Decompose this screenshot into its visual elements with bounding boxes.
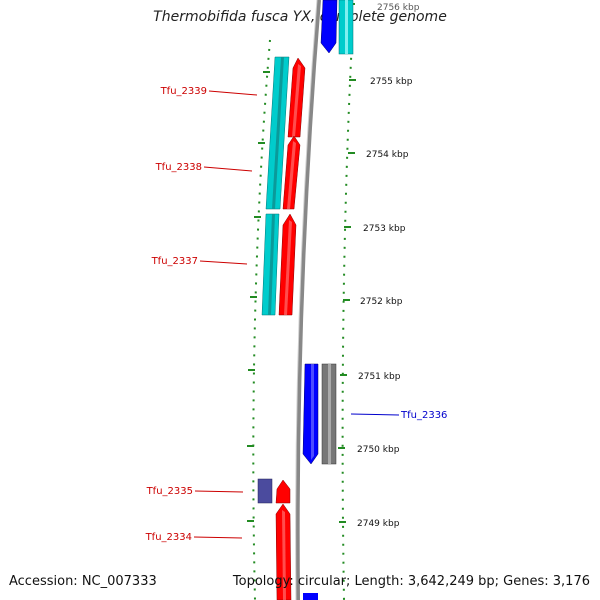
scale-tick-label: 2751 kbp xyxy=(358,372,401,382)
feature-blue-2336[interactable] xyxy=(302,363,319,465)
inner-ring xyxy=(252,39,271,600)
feature-top-blue[interactable] xyxy=(320,0,338,54)
scale-tick-label: 2755 kbp xyxy=(370,77,413,87)
leader-line-tfu-2337 xyxy=(199,260,248,265)
leader-line-tfu-2334 xyxy=(193,536,243,539)
gene-label-tfu-2336[interactable]: Tfu_2336 xyxy=(400,410,447,421)
scale-tick-label: 2753 kbp xyxy=(363,224,406,234)
scale-tick-label: 2756 kbp xyxy=(377,3,420,13)
genome-title: Thermobifida fusca YX, complete genome xyxy=(153,9,447,25)
topology-text: Topology: circular; Length: 3,642,249 bp… xyxy=(232,574,590,589)
scale-tick-label: 2750 kbp xyxy=(357,445,400,455)
genome-backbone-highlight xyxy=(295,0,318,600)
outer-ring xyxy=(341,39,353,600)
leader-line-tfu-2336 xyxy=(350,413,400,416)
leader-line-tfu-2338 xyxy=(203,166,253,172)
scale-tick-label: 2752 kbp xyxy=(360,297,403,307)
gene-label-tfu-2338[interactable]: Tfu_2338 xyxy=(155,162,202,173)
gene-label-tfu-2334[interactable]: Tfu_2334 xyxy=(145,532,192,543)
accession-text: Accession: NC_007333 xyxy=(9,574,157,589)
feature-bottom-blue[interactable] xyxy=(303,593,318,600)
leader-line-tfu-2339 xyxy=(208,90,258,96)
scale-tick-label: 2749 kbp xyxy=(357,519,400,529)
scale-tick-label: 2754 kbp xyxy=(366,150,409,160)
inner-ticks xyxy=(247,71,270,522)
feature-red-2335[interactable] xyxy=(275,479,291,504)
outer-ticks xyxy=(338,3,356,523)
gene-label-tfu-2339[interactable]: Tfu_2339 xyxy=(160,86,207,97)
leader-line-tfu-2335 xyxy=(194,490,244,493)
gene-label-tfu-2337[interactable]: Tfu_2337 xyxy=(151,256,198,267)
genome-backbone xyxy=(295,0,321,600)
feature-purple-2335[interactable] xyxy=(257,478,273,504)
gene-label-tfu-2335[interactable]: Tfu_2335 xyxy=(146,486,193,497)
